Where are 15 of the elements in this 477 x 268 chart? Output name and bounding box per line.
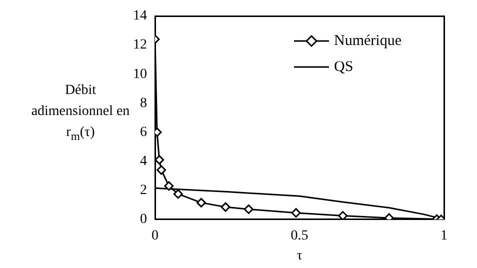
legend-label: Numérique [334, 32, 402, 49]
y-tick-label: 4 [140, 154, 147, 169]
x-axis-title: τ [296, 248, 303, 264]
y-tick-label: 2 [140, 183, 147, 198]
y-tick-label: 0 [140, 212, 147, 228]
y-tick-label: 6 [140, 124, 147, 140]
y-tick-label: 10 [133, 66, 147, 82]
y-tick-label: 14 [133, 8, 147, 24]
x-tick-label: 0.5 [290, 228, 308, 244]
x-tick-label: 1 [440, 228, 448, 244]
x-tick-label: 0 [152, 228, 158, 244]
y-tick-label: 12 [133, 38, 147, 53]
legend-label: QS [334, 58, 354, 75]
y-axis-title: Débit adimensionnel en r$_{m}$(τ) [30, 82, 131, 145]
y-tick-label: 8 [140, 96, 147, 111]
